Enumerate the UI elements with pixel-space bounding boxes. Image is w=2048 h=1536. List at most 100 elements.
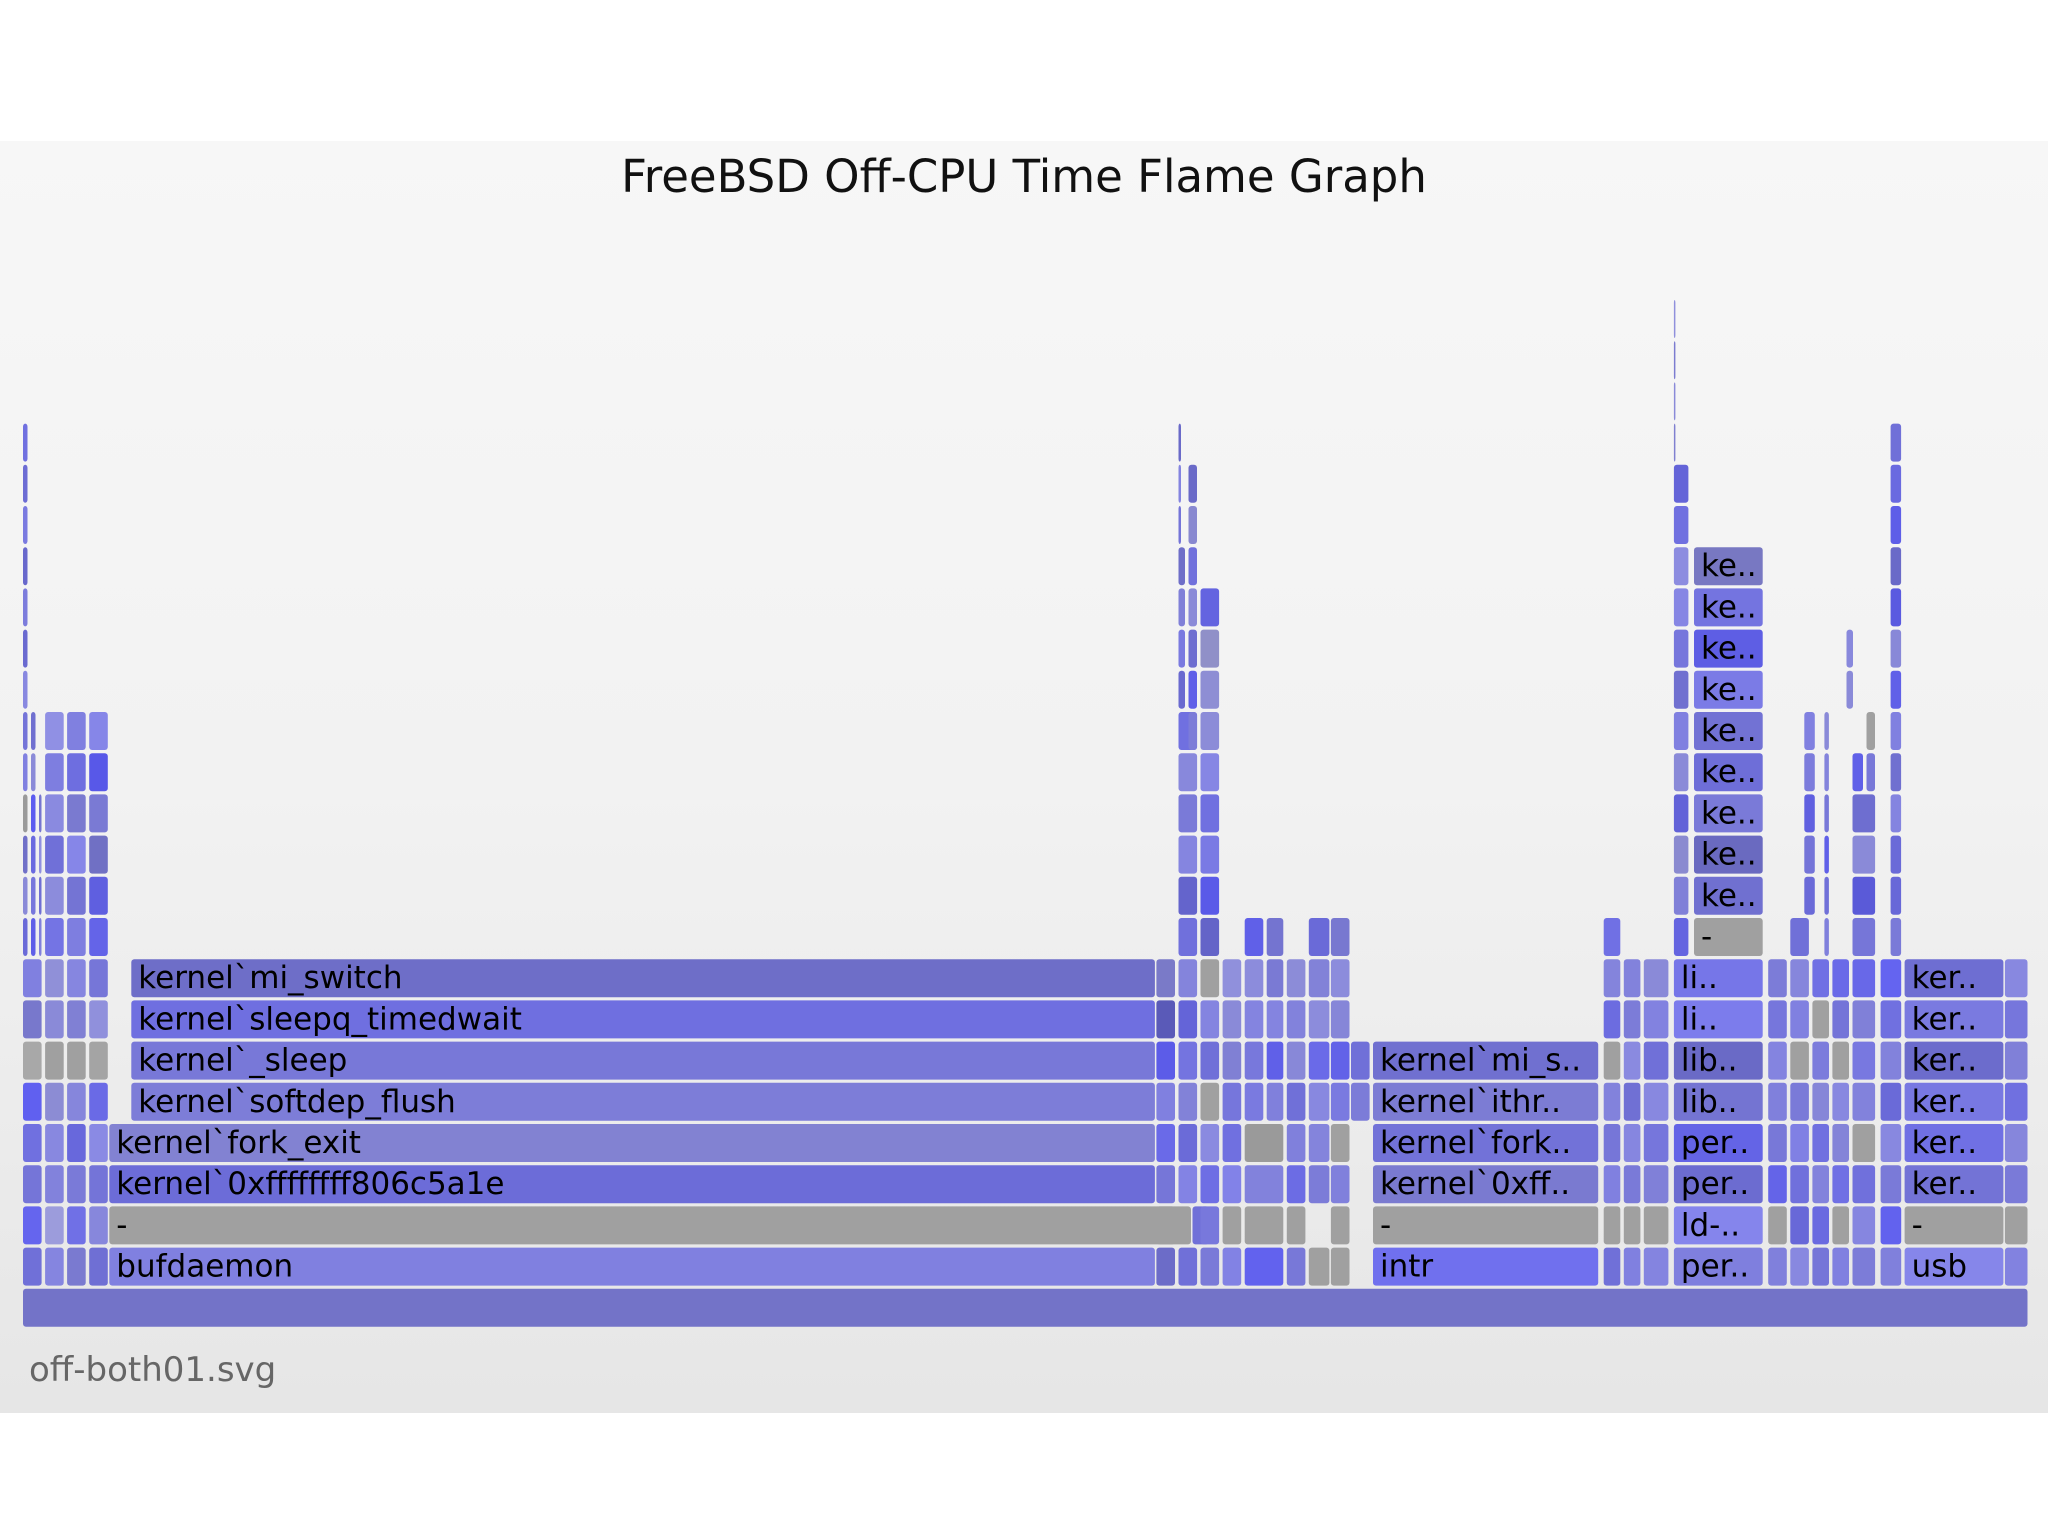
frame-bar[interactable] <box>31 876 36 915</box>
frame-bar[interactable] <box>45 1000 64 1039</box>
frame-bar[interactable] <box>1852 1124 1876 1162</box>
frame-107[interactable] <box>31 794 36 833</box>
frame-141[interactable] <box>1178 464 1182 503</box>
frame-bar[interactable] <box>1373 1206 1599 1245</box>
frame-bar[interactable] <box>1222 1165 1242 1204</box>
frame-bar[interactable] <box>1852 1041 1876 1080</box>
frame-bar[interactable] <box>89 918 108 956</box>
frame-206[interactable] <box>1330 1206 1350 1245</box>
frame-bar[interactable] <box>1673 1165 1763 1204</box>
frame-bar[interactable] <box>1890 547 1902 586</box>
frame-bar[interactable] <box>1178 629 1186 668</box>
frame-bar[interactable] <box>23 670 28 709</box>
frame-271[interactable] <box>1790 1000 1809 1039</box>
frame-bar[interactable] <box>1852 1000 1876 1039</box>
frame-bar[interactable] <box>1603 1206 1621 1245</box>
frame-96[interactable] <box>23 712 28 750</box>
frame-218[interactable] <box>1603 1165 1621 1204</box>
frame-131[interactable] <box>1178 876 1198 915</box>
frame-bar[interactable] <box>1244 1165 1284 1204</box>
frame-189[interactable] <box>1286 1247 1306 1286</box>
frame-321[interactable] <box>1880 1124 1902 1162</box>
frame-153[interactable] <box>1200 1124 1220 1162</box>
frame-106[interactable] <box>31 835 36 874</box>
frame-245[interactable] <box>1673 753 1689 792</box>
frame-bar[interactable] <box>1200 712 1220 750</box>
frame-192[interactable] <box>1286 1124 1306 1162</box>
frame-184[interactable] <box>1266 1041 1284 1080</box>
frame-35[interactable]: ker.. <box>1904 1165 2004 1204</box>
frame-bar[interactable] <box>1188 464 1198 503</box>
frame-bar[interactable] <box>89 1247 108 1286</box>
frame-bar[interactable] <box>2004 1165 2028 1204</box>
frame-169[interactable] <box>1222 1165 1242 1204</box>
frame-116[interactable] <box>1156 1165 1175 1204</box>
frame-bar[interactable] <box>67 918 86 956</box>
frame-bar[interactable] <box>1694 629 1763 668</box>
frame-203[interactable] <box>1308 959 1330 998</box>
frame-bar[interactable] <box>1812 1000 1829 1039</box>
frame-175[interactable] <box>1244 1247 1284 1286</box>
frame-126[interactable] <box>1178 1082 1198 1121</box>
frame-152[interactable] <box>1200 1165 1220 1204</box>
frame-bar[interactable] <box>1832 1041 1849 1080</box>
frame-bar[interactable] <box>1373 1124 1599 1162</box>
frame-125[interactable] <box>1178 1124 1198 1162</box>
frame-196[interactable] <box>1286 959 1306 998</box>
frame-bar[interactable] <box>1852 1247 1876 1286</box>
frame-41[interactable] <box>23 1247 42 1286</box>
frame-bar[interactable] <box>1790 1206 1809 1245</box>
frame-bar[interactable] <box>1852 876 1876 915</box>
frame-309[interactable] <box>1852 1000 1876 1039</box>
frame-bar[interactable] <box>1890 629 1902 668</box>
frame-264[interactable] <box>1768 959 1787 998</box>
frame-182[interactable] <box>1244 959 1264 998</box>
frame-bar[interactable] <box>1222 959 1242 998</box>
frame-204[interactable] <box>1308 918 1330 956</box>
frame-112[interactable] <box>39 835 42 874</box>
frame-121[interactable] <box>1156 959 1175 998</box>
frame-117[interactable] <box>1156 1124 1175 1162</box>
frame-127[interactable] <box>1178 1041 1198 1080</box>
frame-bar[interactable] <box>1673 712 1689 750</box>
frame-bar[interactable] <box>1768 1124 1787 1162</box>
frame-230[interactable] <box>1623 1041 1641 1080</box>
frame-bar[interactable] <box>1178 1000 1198 1039</box>
frame-213[interactable] <box>1330 918 1350 956</box>
frame-64[interactable] <box>67 1206 86 1245</box>
frame-329[interactable] <box>1890 794 1902 833</box>
frame-20[interactable]: lib.. <box>1673 1041 1763 1080</box>
frame-bar[interactable] <box>1330 1206 1350 1245</box>
frame-111[interactable] <box>39 876 42 915</box>
frame-87[interactable] <box>89 835 108 874</box>
frame-bar[interactable] <box>2004 1124 2028 1162</box>
frame-bar[interactable] <box>1890 918 1902 956</box>
frame-77[interactable] <box>89 1247 108 1286</box>
frame-137[interactable] <box>1178 629 1186 668</box>
frame-1[interactable]: bufdaemon <box>109 1247 1155 1286</box>
frame-bar[interactable] <box>45 794 64 833</box>
frame-bar[interactable] <box>67 1041 86 1080</box>
frame-239[interactable] <box>1643 1000 1669 1039</box>
frame-236[interactable] <box>1643 1124 1669 1162</box>
frame-278[interactable] <box>1804 712 1815 750</box>
frame-bar[interactable] <box>39 794 42 833</box>
frame-bar[interactable] <box>1188 629 1198 668</box>
frame-bar[interactable] <box>1832 1247 1849 1286</box>
frame-bar[interactable] <box>23 423 28 462</box>
frame-bar[interactable] <box>1673 959 1763 998</box>
frame-76[interactable] <box>67 712 86 750</box>
frame-bar[interactable] <box>31 918 36 956</box>
frame-bar[interactable] <box>67 1247 86 1286</box>
frame-65[interactable] <box>67 1165 86 1204</box>
frame-247[interactable] <box>1673 670 1689 709</box>
frame-bar[interactable] <box>131 959 1155 998</box>
frame-45[interactable] <box>23 1082 42 1121</box>
frame-250[interactable] <box>1673 547 1689 586</box>
frame-bar[interactable] <box>23 1124 42 1162</box>
frame-bar[interactable] <box>1200 1247 1220 1286</box>
frame-28[interactable]: ke.. <box>1694 712 1763 750</box>
frame-119[interactable] <box>1156 1041 1175 1080</box>
frame-130[interactable] <box>1178 918 1198 956</box>
frame-bar[interactable] <box>67 1000 86 1039</box>
